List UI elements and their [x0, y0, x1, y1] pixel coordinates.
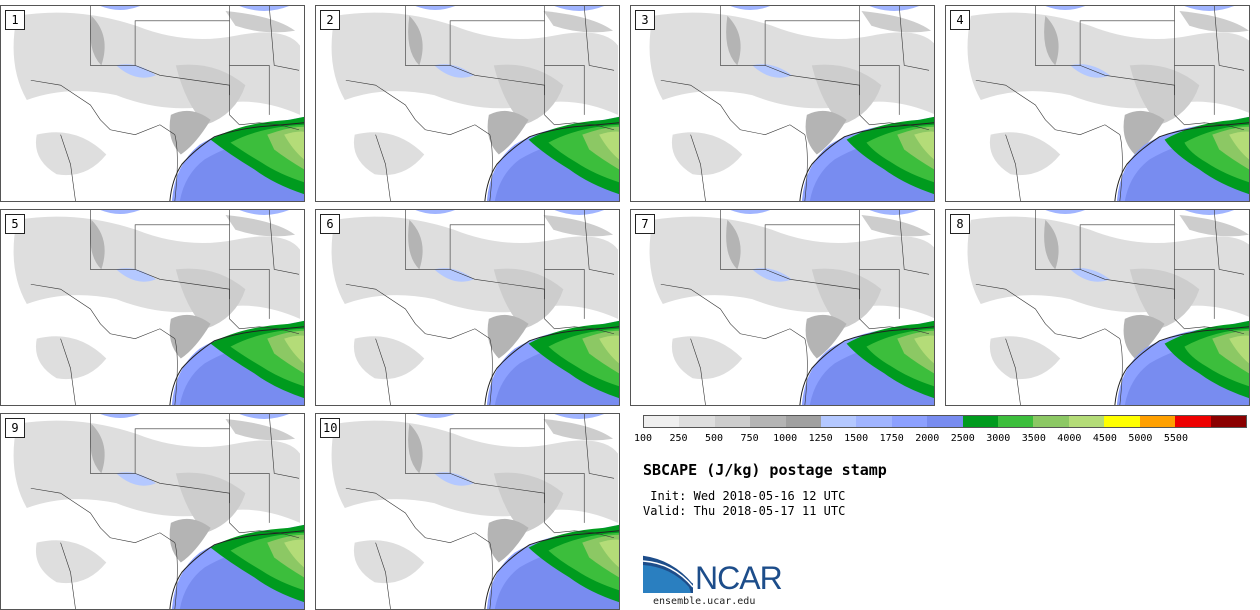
- colorbar-tick-label: 1250: [808, 433, 833, 444]
- colorbar-tick-label: 2000: [915, 433, 940, 444]
- colorbar-tick-label: 2500: [950, 433, 975, 444]
- map-panel-6: 6: [315, 209, 620, 406]
- colorbar-box: [714, 416, 751, 427]
- colorbar-tick-label: 3500: [1021, 433, 1046, 444]
- panel-label: 10: [320, 418, 341, 438]
- colorbar-box: [785, 416, 822, 427]
- panel-label: 6: [320, 214, 340, 234]
- cape-map: [13, 6, 304, 201]
- colorbar-box: [998, 416, 1034, 427]
- colorbar-box: [1068, 416, 1105, 427]
- colorbar-tick-label: 100: [633, 433, 653, 444]
- panel-label: 7: [635, 214, 655, 234]
- map-panel-4: 4: [945, 5, 1250, 202]
- panel-label: 5: [5, 214, 25, 234]
- cape-map: [331, 414, 619, 609]
- colorbar-box: [1139, 416, 1176, 427]
- init-time: Init: Wed 2018-05-16 12 UTC: [643, 489, 845, 503]
- colorbar-box: [1210, 416, 1246, 427]
- panel-label: 4: [950, 10, 970, 30]
- map-panel-3: 3: [630, 5, 935, 202]
- map-panel-10: 10: [315, 413, 620, 610]
- colorbar-tick-label: 500: [705, 433, 724, 444]
- colorbar-tick-label: 1000: [773, 433, 798, 444]
- map-panel-2: 2: [315, 5, 620, 202]
- colorbar-tick-label: 5500: [1163, 433, 1188, 444]
- colorbar-box: [891, 416, 928, 427]
- colorbar-tick-label: 4000: [1057, 433, 1082, 444]
- cape-map: [649, 6, 934, 201]
- cape-map: [13, 414, 304, 609]
- valid-time: Valid: Thu 2018-05-17 11 UTC: [643, 504, 845, 518]
- panel-label: 9: [5, 418, 25, 438]
- ncar-logo-text: NCAR: [695, 560, 783, 596]
- init-value: Wed 2018-05-16 12 UTC: [693, 489, 846, 503]
- colorbar-tick-label: 250: [669, 433, 688, 444]
- colorbar-tick-labels: 100 250 500 750 1000 1250 1500 1750 2000 2500 3000…: [634, 433, 1247, 447]
- colorbar-box: [644, 416, 680, 427]
- plot-title: SBCAPE (J/kg) postage stamp: [643, 461, 887, 479]
- panel-label: 8: [950, 214, 970, 234]
- cape-map: [967, 6, 1249, 201]
- colorbar-tick-label: 3000: [986, 433, 1011, 444]
- colorbar-box: [1033, 416, 1069, 427]
- valid-label: Valid:: [643, 504, 687, 518]
- colorbar-tick-label: 1750: [879, 433, 904, 444]
- colorbar-box: [1104, 416, 1140, 427]
- valid-value: Thu 2018-05-17 11 UTC: [693, 504, 846, 518]
- panel-label: 2: [320, 10, 340, 30]
- colorbar-box: [750, 416, 786, 427]
- colorbar-box: [927, 416, 963, 427]
- map-panel-8: 8: [945, 209, 1250, 406]
- ncar-swoosh-icon: [643, 554, 694, 593]
- colorbar-box: [679, 416, 715, 427]
- init-label: Init:: [650, 489, 687, 503]
- panel-label: 1: [5, 10, 25, 30]
- panel-label: 3: [635, 10, 655, 30]
- colorbar: [643, 415, 1247, 428]
- colorbar-tick-label: 5000: [1128, 433, 1153, 444]
- map-panel-1: 1: [0, 5, 305, 202]
- map-panel-9: 9: [0, 413, 305, 610]
- colorbar-box: [1175, 416, 1211, 427]
- cape-map: [649, 210, 934, 405]
- cape-map: [331, 210, 619, 405]
- colorbar-tick-label: 750: [740, 433, 759, 444]
- colorbar-tick-label: 1500: [844, 433, 869, 444]
- cape-map: [967, 210, 1249, 405]
- cape-map: [13, 210, 304, 405]
- cape-map: [331, 6, 619, 201]
- map-panel-7: 7: [630, 209, 935, 406]
- website-url: ensemble.ucar.edu: [653, 596, 756, 607]
- colorbar-box: [962, 416, 999, 427]
- map-panel-5: 5: [0, 209, 305, 406]
- colorbar-box: [821, 416, 857, 427]
- colorbar-box: [856, 416, 892, 427]
- colorbar-tick-label: 4500: [1092, 433, 1117, 444]
- ncar-logo: NCAR: [643, 553, 803, 598]
